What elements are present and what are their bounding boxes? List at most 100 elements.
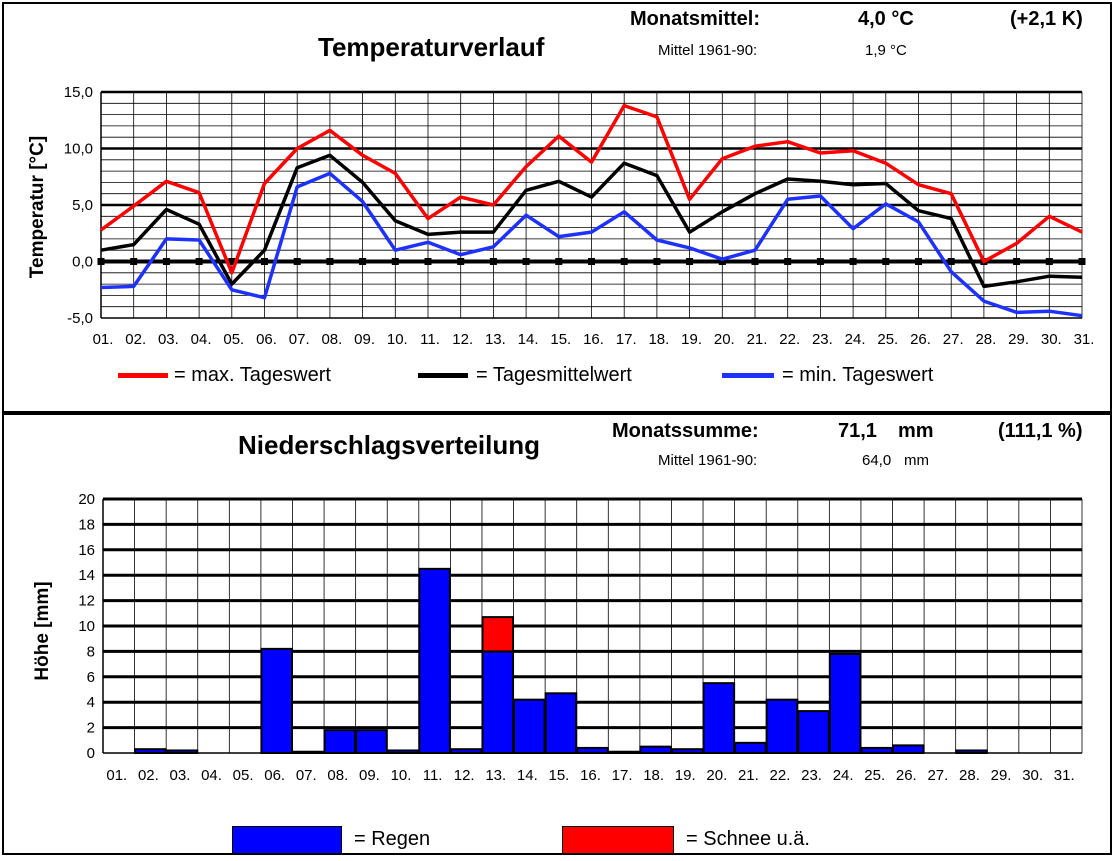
temp-zero-marker — [261, 258, 268, 265]
temp-zero-marker — [457, 258, 465, 265]
temp-zero-marker — [130, 258, 138, 265]
precip-y-tick-label: 16 — [78, 542, 95, 559]
temp-x-tick-label: 22. — [779, 331, 800, 348]
precip-rain-bar — [513, 698, 546, 754]
precip-x-tick-label: 18. — [643, 767, 664, 784]
legend-mean-label: = Tagesmittelwert — [476, 364, 632, 386]
temp-zero-marker — [162, 258, 170, 265]
temp-zero-marker — [97, 258, 105, 265]
precip-y-tick-label: 2 — [87, 720, 95, 737]
precip-y-tick-label: 8 — [87, 643, 95, 660]
precip-x-tick-label: 11. — [423, 767, 443, 784]
temp-zero-marker — [718, 258, 726, 265]
precip-x-tick-label: 13. — [485, 767, 506, 784]
temp-y-tick-label: 15,0 — [64, 84, 93, 101]
temp-zero-marker — [359, 258, 367, 265]
precip-x-tick-label: 27. — [927, 767, 948, 784]
temp-zero-marker — [326, 258, 334, 265]
precip-x-tick-label: 09. — [359, 767, 380, 784]
precip-y-tick-label: 0 — [87, 745, 95, 762]
precip-y-tick-label: 18 — [78, 516, 95, 533]
temp-zero-marker — [751, 258, 759, 265]
precip-rain-bar — [260, 647, 293, 754]
precip-x-tick-label: 03. — [170, 767, 191, 784]
temp-y-tick-label: 10,0 — [64, 141, 93, 158]
precip-x-tick-label: 17. — [612, 767, 633, 784]
precip-reference-unit: mm — [904, 452, 929, 469]
temp-x-tick-label: 29. — [1008, 331, 1029, 348]
precip-rain-bar — [544, 692, 578, 754]
temp-zero-marker — [620, 258, 628, 265]
temperature-title: Temperaturverlauf — [318, 32, 545, 62]
precip-rain-bar — [892, 744, 925, 755]
temp-min-series-line — [100, 171, 1083, 318]
precip-x-tick-label: 19. — [675, 767, 696, 784]
precip-rain-bar — [291, 750, 325, 754]
legend-max-label: = max. Tageswert — [174, 364, 331, 386]
precip-y-tick-label: 10 — [78, 618, 95, 635]
temp-x-tick-label: 12. — [452, 331, 473, 348]
precip-x-tick-label: 21. — [738, 767, 759, 784]
temp-x-tick-label: 17. — [616, 331, 637, 348]
temp-zero-marker — [391, 258, 399, 265]
temp-zero-marker — [686, 258, 694, 265]
temp-zero-marker — [816, 258, 824, 265]
temp-zero-marker — [424, 258, 432, 265]
precip-title: Niederschlagsverteilung — [238, 430, 540, 460]
temp-zero-marker — [947, 258, 955, 265]
precip-reference-value: 64,0 — [862, 452, 892, 469]
precip-x-tick-label: 12. — [454, 767, 475, 784]
temp-x-tick-label: 05. — [223, 331, 244, 348]
precip-x-tick-label: 30. — [1022, 767, 1043, 784]
temp-zero-marker — [522, 258, 530, 265]
temp-x-tick-label: 09. — [354, 331, 375, 348]
monthly-sum-percent: (111,1 %) — [998, 420, 1083, 442]
precip-x-tick-label: 31. — [1054, 767, 1075, 784]
precip-y-tick-label: 12 — [78, 593, 95, 610]
precip-x-tick-label: 04. — [201, 767, 222, 784]
temp-zero-marker — [653, 258, 661, 265]
temp-x-tick-label: 02. — [125, 331, 146, 348]
legend-mean-swatch — [418, 373, 468, 378]
temp-x-tick-label: 11. — [420, 331, 440, 348]
temp-zero-marker — [588, 258, 595, 265]
temp-zero-marker — [1013, 258, 1021, 265]
precip-rain-bar — [734, 741, 767, 755]
temperature-reference-value: 1,9 °C — [865, 42, 907, 59]
precip-x-tick-label: 06. — [264, 767, 285, 784]
temp-x-tick-label: 23. — [812, 331, 833, 348]
precip-rain-bar — [449, 748, 483, 755]
temp-x-tick-label: 19. — [681, 331, 702, 348]
temp-x-tick-label: 08. — [321, 331, 342, 348]
temp-x-tick-label: 31. — [1074, 331, 1095, 348]
temp-zero-marker — [555, 258, 563, 265]
temp-x-tick-label: 15. — [550, 331, 571, 348]
temp-x-tick-label: 27. — [943, 331, 964, 348]
temp-x-tick-label: 03. — [158, 331, 179, 348]
monthly-mean-value: 4,0 °C — [858, 8, 914, 30]
monthly-sum-label: Monatssumme: — [612, 420, 759, 442]
precip-x-tick-label: 01. — [106, 767, 127, 784]
temp-zero-marker — [849, 258, 857, 265]
precip-y-tick-label: 20 — [78, 491, 95, 508]
precip-rain-bar — [323, 729, 357, 755]
precip-reference-label: Mittel 1961-90: — [658, 452, 758, 469]
precip-x-tick-label: 22. — [770, 767, 791, 784]
temp-x-tick-label: 24. — [845, 331, 866, 348]
temp-zero-marker — [1045, 258, 1053, 265]
temp-x-tick-label: 16. — [583, 331, 604, 348]
temp-x-tick-label: 07. — [289, 331, 310, 348]
temp-zero-marker — [195, 258, 203, 265]
temp-x-tick-label: 20. — [714, 331, 735, 348]
temp-y-tick-label: 0,0 — [72, 254, 93, 271]
temp-zero-marker — [293, 258, 301, 265]
precip-x-tick-label: 26. — [896, 767, 917, 784]
precip-rain-bar — [386, 749, 420, 755]
temp-y-tick-label: 5,0 — [72, 197, 93, 214]
legend-snow-label: = Schnee u.ä. — [686, 828, 810, 850]
precip-y-tick-label: 4 — [87, 694, 95, 711]
precip-rain-bar — [355, 729, 388, 755]
precip-rain-bar — [639, 745, 672, 755]
precip-rain-bar — [955, 749, 988, 755]
